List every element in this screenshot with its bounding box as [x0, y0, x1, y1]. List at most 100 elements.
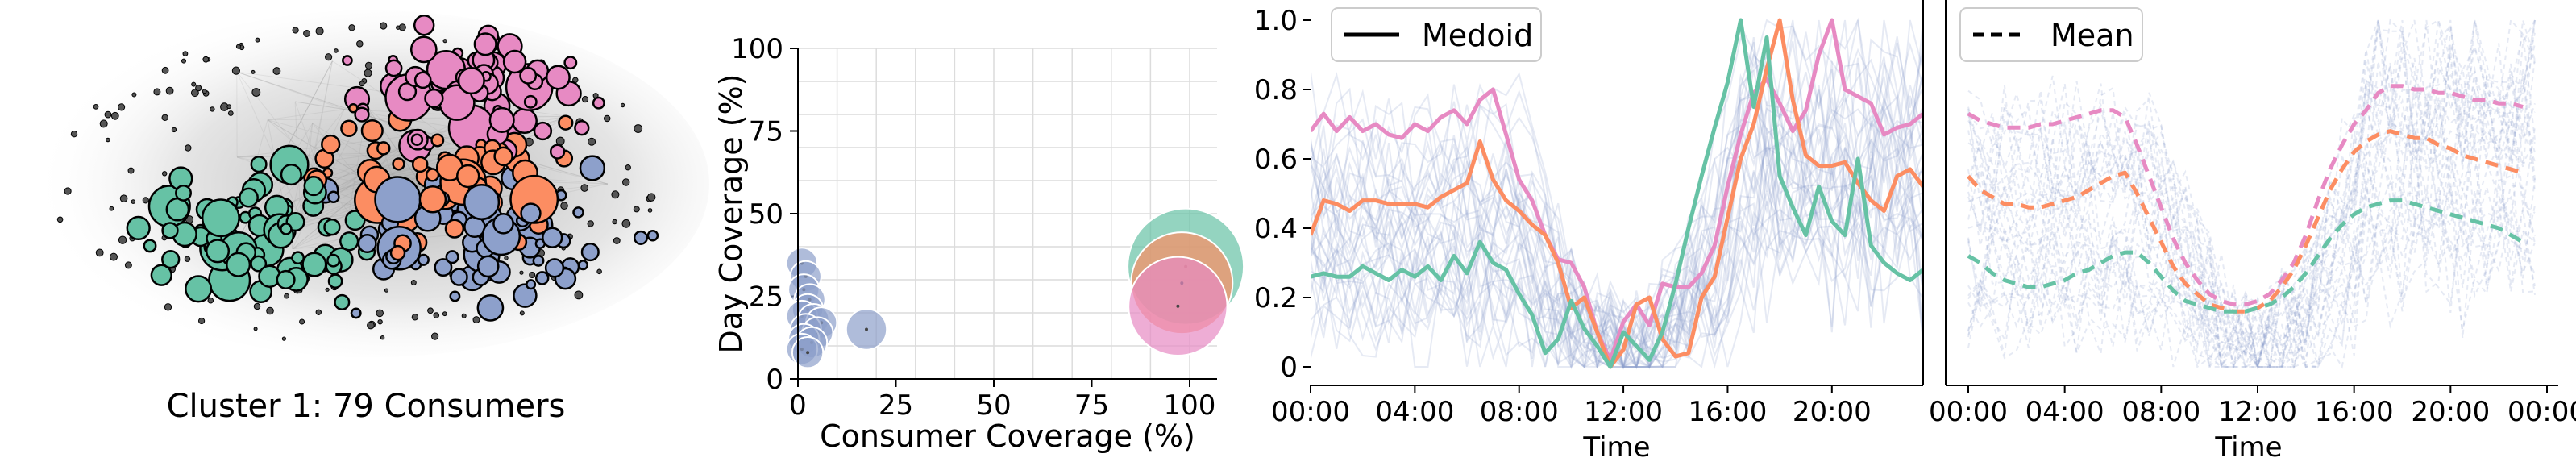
network-node — [364, 69, 372, 77]
medoid-x-tick-label: 12:00 — [1584, 396, 1663, 428]
network-node — [359, 81, 365, 87]
background-profile-line — [1967, 196, 2536, 370]
network-node — [327, 190, 340, 204]
background-profile-line — [1967, 19, 2536, 368]
network-node — [131, 199, 136, 204]
mean-x-tick-label: 16:00 — [2315, 396, 2394, 428]
network-node — [235, 44, 241, 49]
network-node — [175, 184, 192, 202]
network-node — [109, 206, 114, 211]
network-node — [384, 288, 389, 293]
network-node — [364, 61, 373, 69]
network-node — [266, 306, 274, 315]
network-node — [604, 114, 611, 123]
scatter-x-tick-label: 100 — [1164, 389, 1216, 422]
mean-series-line — [1967, 198, 2524, 314]
network-node — [253, 302, 261, 310]
scatter-y-tick-label: 50 — [749, 198, 783, 231]
network-node — [580, 243, 600, 262]
network-node — [542, 227, 563, 248]
scatter-ticks: 0 25 50 75 100 0 25 50 75 100 — [731, 33, 1215, 422]
network-node — [592, 96, 605, 110]
network-node — [118, 235, 127, 244]
background-profile-line — [1967, 127, 2536, 369]
network-node — [444, 219, 465, 239]
medoid-ticks: 0 0.2 0.4 0.6 0.8 1.0 00:00 04:00 08:00 12:00 16:0… — [1254, 5, 1872, 428]
network-node — [519, 66, 538, 85]
medoid-y-tick-label: 0.8 — [1254, 74, 1298, 106]
network-node — [161, 250, 181, 269]
network-edge — [318, 115, 473, 182]
medoid-legend-box — [1331, 7, 1542, 62]
network-node — [473, 32, 497, 56]
network-node — [549, 144, 566, 160]
network-node — [95, 248, 104, 257]
network-node — [463, 183, 501, 221]
network-node — [424, 88, 444, 109]
network-node — [380, 22, 388, 30]
network-node — [93, 104, 99, 110]
background-profile-line — [1311, 36, 1923, 368]
background-profile-line — [1967, 18, 2536, 368]
background-profile-line — [1311, 119, 1923, 364]
medoid-x-tick-label: 20:00 — [1793, 396, 1872, 428]
network-node — [184, 256, 191, 262]
scatter-points — [785, 207, 1245, 369]
network-node — [434, 258, 453, 277]
network-node — [280, 223, 293, 235]
network-node — [118, 103, 126, 111]
mean-ticks: 00:00 04:00 08:00 12:00 16:00 20:00 00:00 — [1929, 385, 2576, 428]
network-node — [321, 134, 341, 155]
medoid-x-tick-label: 16:00 — [1688, 396, 1767, 428]
network-node — [350, 307, 362, 319]
network-node — [182, 51, 189, 56]
network-node — [445, 250, 459, 264]
background-profile-line — [1311, 17, 1923, 368]
mean-x-tick-label: 00:00 — [2507, 396, 2576, 428]
network-node — [251, 88, 261, 97]
network-node — [555, 136, 565, 146]
network-node — [110, 252, 118, 261]
network-node — [560, 202, 568, 210]
network-node — [70, 131, 78, 138]
network-node — [340, 119, 358, 138]
mean-lines — [1967, 18, 2536, 370]
network-node — [339, 231, 359, 252]
scatter-point-center — [806, 351, 810, 355]
network-edge — [294, 101, 317, 163]
network-node — [143, 239, 157, 253]
medoid-profile-panel: 0 0.2 0.4 0.6 0.8 1.0 00:00 04:00 08:00 12:00 16:0… — [1254, 0, 1924, 462]
network-node — [99, 119, 108, 128]
network-node — [476, 255, 500, 278]
network-edge — [236, 71, 303, 221]
network-node — [574, 290, 584, 300]
network-node — [326, 253, 341, 268]
network-node — [558, 114, 574, 131]
mean-legend-label: Mean — [2050, 18, 2134, 53]
network-node — [544, 258, 565, 278]
network-node — [207, 297, 214, 304]
network-node — [611, 190, 620, 199]
scatter-y-tick-label: 75 — [749, 116, 783, 148]
network-node — [384, 59, 403, 77]
network-node — [291, 251, 305, 265]
mean-series-line — [1967, 84, 2524, 307]
network-node — [162, 171, 168, 177]
background-profile-line — [1311, 71, 1923, 368]
network-node — [253, 327, 258, 331]
network-node — [276, 269, 296, 289]
network-node — [418, 185, 447, 214]
network-node — [201, 198, 240, 238]
background-profile-line — [1967, 160, 2536, 370]
mean-legend: Mean — [1959, 7, 2143, 62]
background-profile-line — [1967, 57, 2536, 370]
scatter-x-tick-label: 50 — [976, 389, 1011, 422]
network-node — [647, 208, 653, 213]
background-profile-line — [1967, 32, 2536, 368]
network-node — [442, 39, 447, 44]
network-node — [376, 309, 384, 318]
scatter-y-tick-label: 100 — [731, 33, 783, 65]
network-node — [205, 239, 231, 264]
mean-x-tick-label: 12:00 — [2218, 396, 2297, 428]
network-node — [634, 124, 643, 133]
